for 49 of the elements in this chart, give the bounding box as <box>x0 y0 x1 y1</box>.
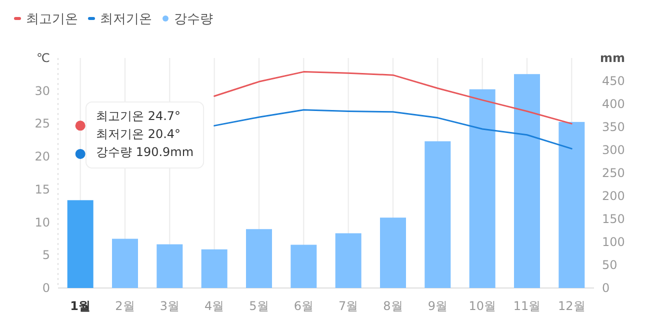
y-tick-label: 20 <box>34 150 50 164</box>
x-tick-label: 8월 <box>383 299 403 313</box>
annotation: 최저기온 20.4° <box>96 127 181 141</box>
bar <box>469 89 496 288</box>
y-tick-label: 5 <box>42 248 50 262</box>
x-tick-label: 10월 <box>468 299 496 313</box>
x-tick-label: 12월 <box>558 299 586 313</box>
bar <box>335 233 362 288</box>
y2-tick-label: 450 <box>602 74 625 88</box>
bar <box>424 141 451 288</box>
bar <box>558 122 585 288</box>
annotation: 최고기온 24.7° <box>96 109 181 123</box>
bar <box>156 244 183 288</box>
y2-tick-label: 300 <box>602 143 625 157</box>
legend-label: 최저기온 <box>100 12 152 27</box>
bar <box>514 74 540 288</box>
bar <box>67 200 94 288</box>
bar <box>246 229 272 288</box>
x-tick-label: 7월 <box>338 299 358 313</box>
y2-tick-label: 150 <box>602 212 625 226</box>
y2-tick-label: 200 <box>602 189 625 203</box>
y-axis-title: ℃ <box>36 51 50 65</box>
x-tick-label: 11월 <box>513 299 541 313</box>
legend-label: 최고기온 <box>26 12 78 27</box>
bar <box>112 238 138 288</box>
y2-tick-label: 0 <box>602 281 610 295</box>
bar <box>380 218 406 288</box>
x-tick-label: 9월 <box>428 299 448 313</box>
y-tick-label: 0 <box>42 281 50 295</box>
x-tick-label: 4월 <box>204 299 224 313</box>
y2-tick-label: 250 <box>602 166 625 180</box>
y-tick-label: 15 <box>34 182 50 196</box>
y-tick-label: 10 <box>34 215 50 230</box>
y-tick-label: 25 <box>34 116 50 131</box>
y2-axis-title: mm <box>600 51 626 65</box>
y2-tick-label: 350 <box>602 120 625 134</box>
x-tick-label: 3월 <box>160 299 180 313</box>
bar <box>201 249 228 288</box>
y2-tick-label: 50 <box>602 258 618 272</box>
annotation: 강수량 190.9mm <box>96 145 194 159</box>
bar <box>290 244 317 288</box>
legend-label: 강수량 <box>174 12 213 27</box>
y2-tick-label: 100 <box>602 235 625 249</box>
y2-tick-label: 400 <box>602 97 625 111</box>
x-tick-label: 1월 <box>70 299 91 313</box>
x-tick-label: 2월 <box>115 299 135 313</box>
y-tick-label: 30 <box>34 84 50 98</box>
x-tick-label: 5월 <box>249 299 269 313</box>
x-tick-label: 6월 <box>294 299 314 313</box>
